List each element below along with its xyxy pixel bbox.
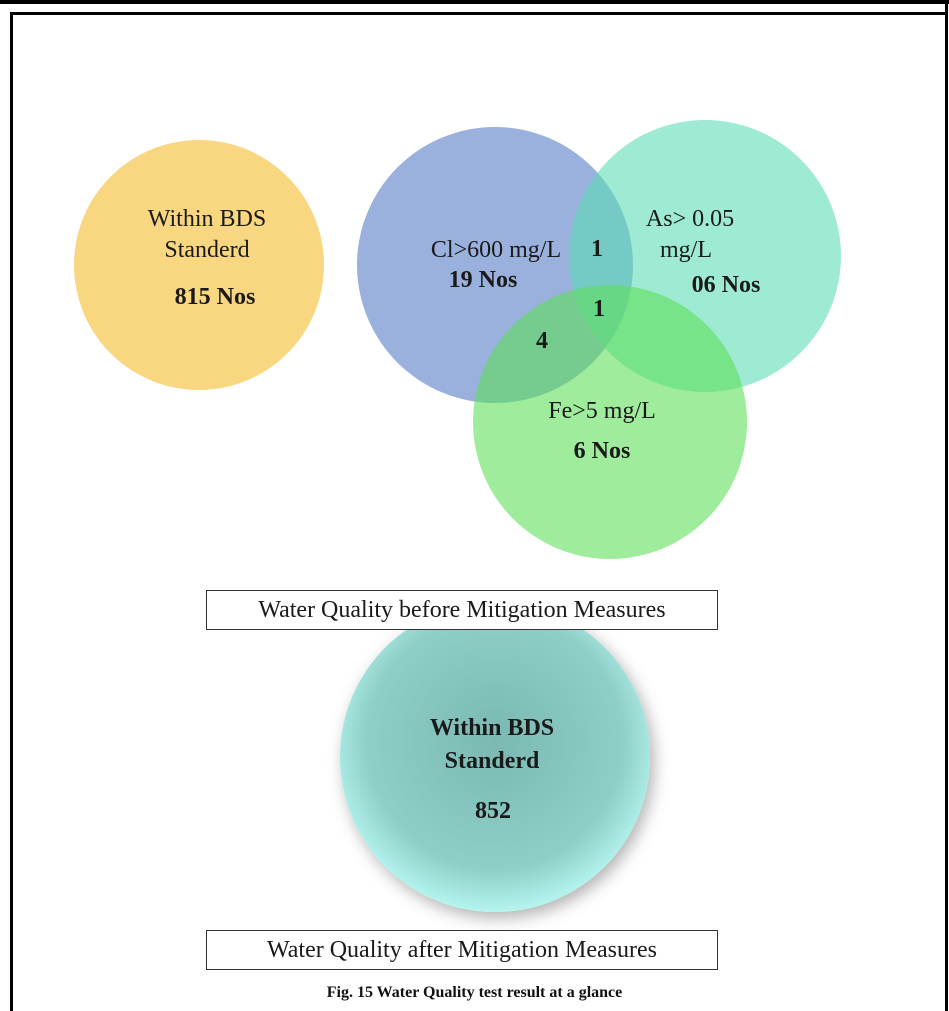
frame-top-border [0, 0, 949, 4]
overlap-cl-as: 1 [591, 236, 603, 262]
after-line2: Standerd [445, 748, 540, 774]
within-bds-count: 815 Nos [175, 284, 256, 310]
arsenic-line2: mg/L [660, 237, 712, 263]
after-line1: Within BDS [430, 715, 554, 741]
frame-left-border [10, 12, 13, 1011]
figure-caption: Fig. 15 Water Quality test result at a g… [326, 984, 623, 1001]
frame-inner-border [10, 12, 948, 15]
overlap-cl-as-fe: 1 [593, 296, 605, 322]
iron-count: 6 Nos [574, 438, 631, 464]
after-label-box: Water Quality after Mitigation Measures [206, 930, 718, 970]
chloride-count: 19 Nos [449, 267, 518, 293]
iron-label: Fe>5 mg/L [548, 398, 656, 424]
iron-circle [473, 285, 747, 559]
arsenic-count: 06 Nos [692, 272, 761, 298]
after-count: 852 [475, 798, 511, 824]
after-circle [340, 602, 650, 912]
within-bds-line2: Standerd [164, 237, 249, 263]
within-bds-circle [74, 140, 324, 390]
overlap-cl-fe: 4 [536, 328, 548, 354]
before-label-box: Water Quality before Mitigation Measures [206, 590, 718, 630]
frame-right-border [945, 0, 948, 1011]
arsenic-line1: As> 0.05 [646, 206, 734, 232]
chloride-label: Cl>600 mg/L [431, 237, 561, 263]
within-bds-line1: Within BDS [148, 206, 266, 232]
